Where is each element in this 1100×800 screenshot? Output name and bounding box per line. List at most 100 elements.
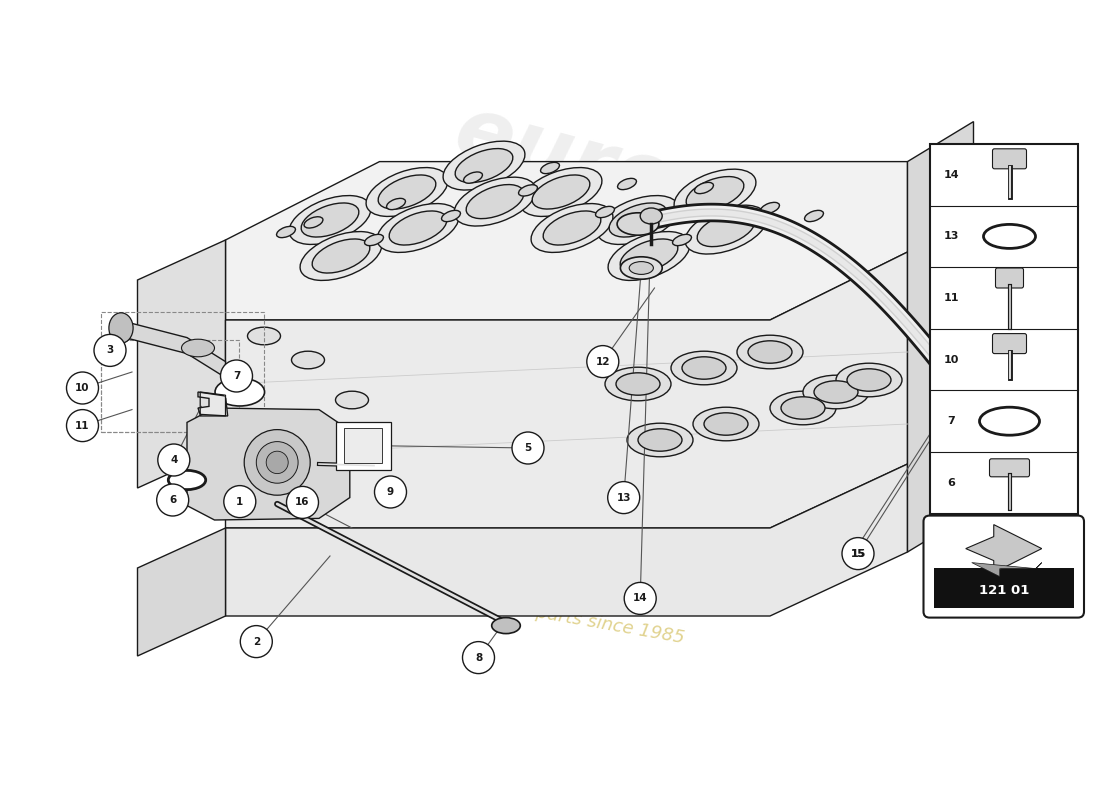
FancyBboxPatch shape bbox=[924, 516, 1084, 618]
Ellipse shape bbox=[617, 213, 659, 235]
Ellipse shape bbox=[168, 470, 206, 490]
Ellipse shape bbox=[224, 384, 255, 400]
Circle shape bbox=[624, 582, 657, 614]
Ellipse shape bbox=[531, 203, 613, 253]
Text: 11: 11 bbox=[75, 421, 90, 430]
Ellipse shape bbox=[693, 407, 759, 441]
Ellipse shape bbox=[520, 167, 602, 217]
Ellipse shape bbox=[983, 224, 1035, 248]
Polygon shape bbox=[187, 408, 350, 520]
FancyBboxPatch shape bbox=[992, 334, 1026, 354]
Text: a passion for parts since 1985: a passion for parts since 1985 bbox=[415, 582, 685, 647]
Ellipse shape bbox=[532, 175, 590, 209]
Text: 7: 7 bbox=[233, 371, 240, 381]
Ellipse shape bbox=[685, 205, 767, 254]
Ellipse shape bbox=[244, 430, 310, 495]
Ellipse shape bbox=[770, 391, 836, 425]
Ellipse shape bbox=[694, 182, 714, 194]
Ellipse shape bbox=[609, 203, 667, 237]
Text: 14: 14 bbox=[944, 170, 959, 180]
Ellipse shape bbox=[266, 451, 288, 474]
Ellipse shape bbox=[781, 397, 825, 419]
Ellipse shape bbox=[595, 206, 615, 218]
Ellipse shape bbox=[953, 365, 983, 403]
Ellipse shape bbox=[248, 327, 280, 345]
Polygon shape bbox=[226, 464, 908, 616]
Ellipse shape bbox=[364, 234, 384, 246]
Ellipse shape bbox=[292, 351, 324, 369]
Ellipse shape bbox=[627, 423, 693, 457]
Ellipse shape bbox=[620, 239, 678, 273]
Text: 3: 3 bbox=[107, 346, 113, 355]
Circle shape bbox=[223, 486, 256, 518]
FancyBboxPatch shape bbox=[996, 268, 1023, 288]
Ellipse shape bbox=[366, 167, 448, 217]
Circle shape bbox=[286, 486, 319, 518]
Circle shape bbox=[66, 410, 99, 442]
Text: 8: 8 bbox=[475, 653, 482, 662]
Ellipse shape bbox=[312, 239, 370, 273]
Ellipse shape bbox=[176, 474, 198, 485]
Text: 15: 15 bbox=[850, 549, 866, 558]
Ellipse shape bbox=[256, 442, 298, 483]
Circle shape bbox=[156, 484, 189, 516]
Circle shape bbox=[66, 372, 99, 404]
Ellipse shape bbox=[686, 177, 744, 210]
Ellipse shape bbox=[674, 169, 756, 218]
Ellipse shape bbox=[248, 415, 280, 433]
Ellipse shape bbox=[629, 262, 653, 274]
Polygon shape bbox=[226, 252, 908, 528]
Ellipse shape bbox=[836, 363, 902, 397]
Text: 14: 14 bbox=[632, 594, 648, 603]
Text: 9: 9 bbox=[387, 487, 394, 497]
Ellipse shape bbox=[979, 407, 1040, 435]
Circle shape bbox=[462, 642, 495, 674]
Ellipse shape bbox=[847, 369, 891, 391]
Ellipse shape bbox=[749, 214, 769, 226]
Text: 10: 10 bbox=[944, 354, 959, 365]
Circle shape bbox=[240, 626, 273, 658]
Polygon shape bbox=[226, 162, 908, 320]
Ellipse shape bbox=[990, 415, 1028, 427]
Ellipse shape bbox=[616, 373, 660, 395]
Ellipse shape bbox=[804, 210, 824, 222]
Polygon shape bbox=[971, 562, 1042, 577]
Ellipse shape bbox=[638, 429, 682, 451]
Text: 10: 10 bbox=[75, 383, 90, 393]
Ellipse shape bbox=[697, 213, 755, 246]
FancyBboxPatch shape bbox=[344, 428, 382, 463]
Text: 16: 16 bbox=[295, 498, 310, 507]
Ellipse shape bbox=[182, 339, 214, 357]
Ellipse shape bbox=[276, 226, 296, 238]
Bar bbox=[930, 144, 1078, 514]
Circle shape bbox=[512, 432, 544, 464]
Ellipse shape bbox=[672, 234, 692, 246]
FancyBboxPatch shape bbox=[336, 422, 390, 470]
Ellipse shape bbox=[378, 175, 436, 209]
FancyBboxPatch shape bbox=[992, 149, 1026, 169]
Ellipse shape bbox=[466, 185, 524, 218]
Polygon shape bbox=[198, 392, 228, 416]
Circle shape bbox=[586, 346, 619, 378]
Text: 4: 4 bbox=[170, 455, 177, 465]
Ellipse shape bbox=[617, 178, 637, 190]
Text: 6: 6 bbox=[947, 478, 956, 488]
Ellipse shape bbox=[441, 210, 461, 222]
Polygon shape bbox=[908, 122, 974, 552]
Ellipse shape bbox=[292, 447, 324, 465]
Ellipse shape bbox=[109, 313, 133, 343]
Text: 6: 6 bbox=[169, 495, 176, 505]
Ellipse shape bbox=[304, 217, 323, 228]
Polygon shape bbox=[138, 240, 226, 488]
Text: 15: 15 bbox=[850, 549, 866, 558]
Ellipse shape bbox=[389, 211, 447, 245]
Ellipse shape bbox=[386, 198, 406, 210]
Bar bbox=[934, 568, 1074, 608]
Ellipse shape bbox=[994, 231, 1024, 242]
Ellipse shape bbox=[737, 335, 803, 369]
Ellipse shape bbox=[597, 195, 679, 245]
Text: 5: 5 bbox=[525, 443, 531, 453]
Circle shape bbox=[842, 538, 874, 570]
Ellipse shape bbox=[300, 231, 382, 281]
Ellipse shape bbox=[463, 172, 483, 183]
